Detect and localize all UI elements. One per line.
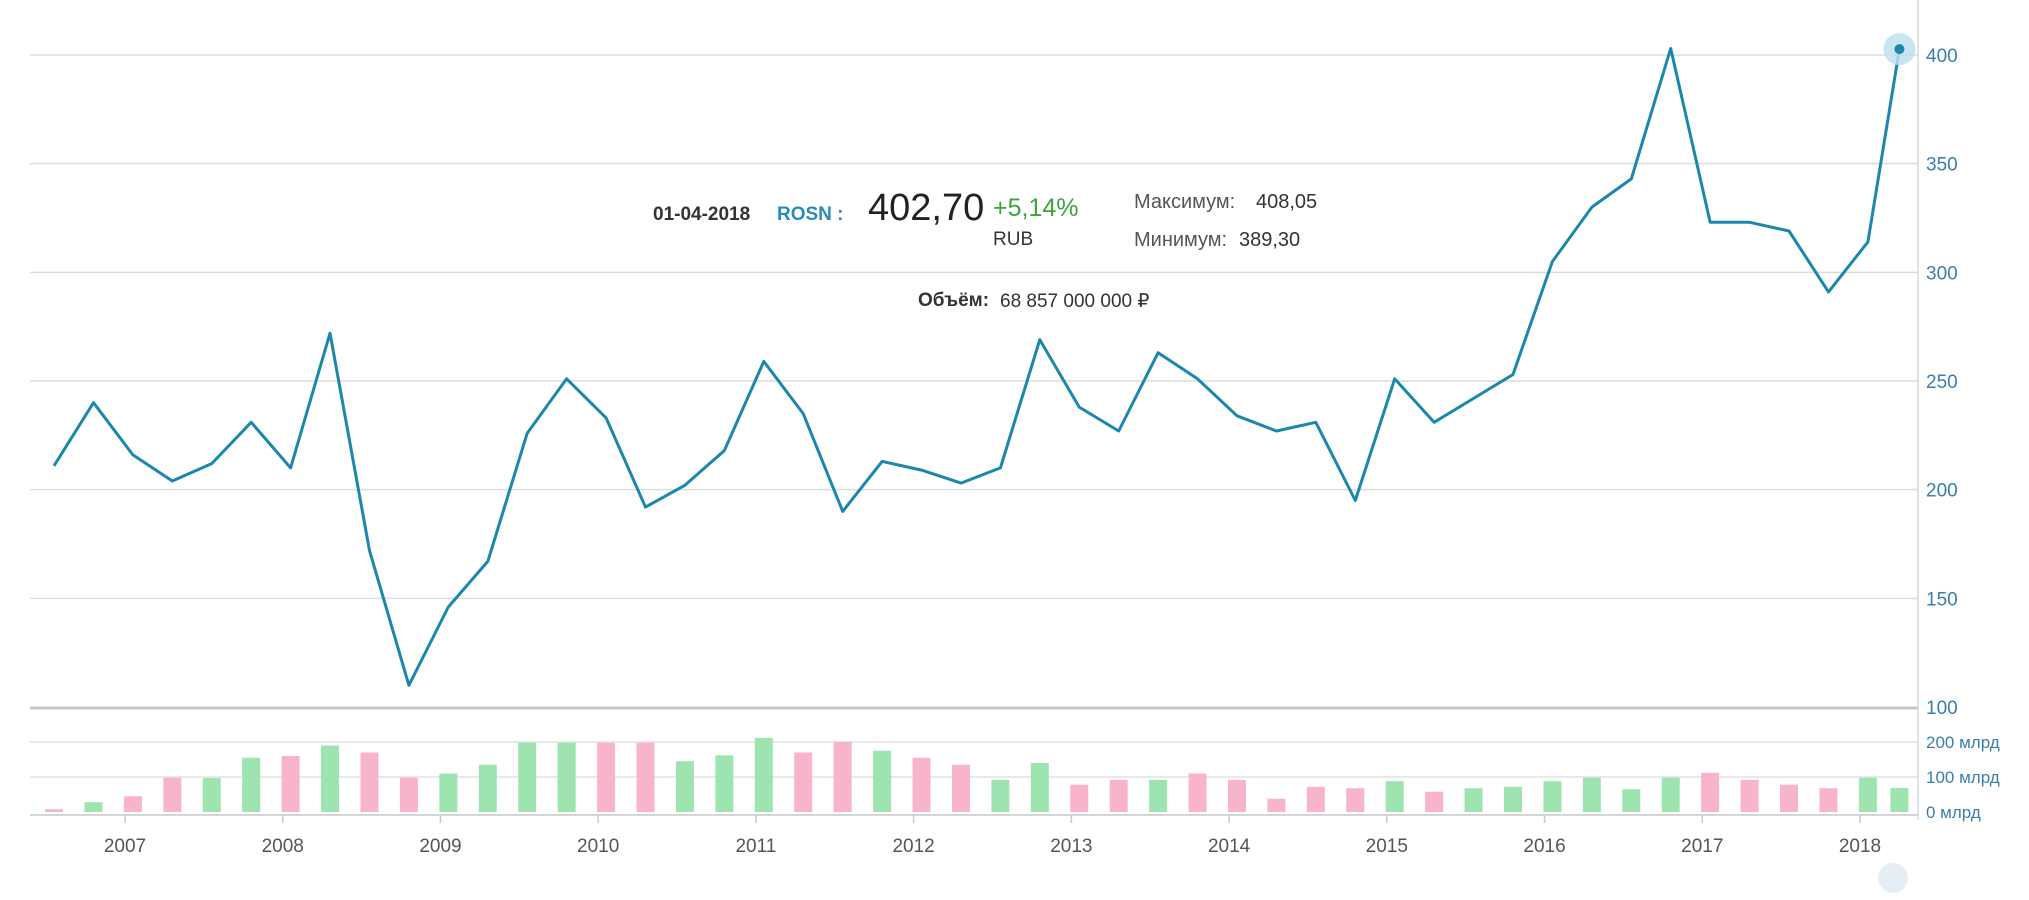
x-axis: 2007 2008 2009 2010 2011 2012 2013 2014 2015 2016… — [104, 815, 1881, 857]
volume-bar — [1385, 781, 1404, 812]
price-y-tick-label: 100 — [1926, 698, 1958, 719]
volume-bar — [45, 809, 64, 812]
volume-bar — [1543, 781, 1562, 812]
volume-bar — [1070, 784, 1089, 812]
tooltip-date: 01-04-2018 — [653, 204, 751, 225]
volume-bar — [912, 757, 931, 812]
volume-bar — [518, 742, 537, 812]
x-tick-label: 2016 — [1523, 836, 1565, 857]
volume-bar — [1425, 791, 1444, 812]
x-tick-label: 2018 — [1839, 836, 1881, 857]
volume-bar — [1227, 779, 1246, 812]
scroll-handle[interactable] — [1878, 863, 1908, 893]
volume-bar — [1858, 777, 1877, 812]
volume-bar — [1464, 788, 1483, 812]
volume-y-axis: 0 млрд 100 млрд 200 млрд — [1926, 733, 2000, 822]
volume-bar — [1582, 777, 1601, 812]
price-points — [51, 45, 1902, 688]
volume-bar — [1149, 779, 1168, 812]
volume-bar — [321, 745, 340, 812]
tooltip-volume-value: 68 857 000 000 ₽ — [1000, 291, 1150, 312]
tooltip: 01-04-2018 ROSN : 402,70 +5,14% RUB Макс… — [650, 182, 1410, 322]
volume-bar — [439, 773, 458, 812]
volume-bar — [1504, 786, 1522, 812]
volume-bar — [557, 742, 576, 812]
volume-bar — [242, 757, 261, 812]
volume-bar — [991, 779, 1010, 812]
volume-bar — [1740, 779, 1759, 812]
price-y-tick-label: 350 — [1926, 155, 1958, 176]
volume-bar — [1109, 779, 1128, 812]
price-y-tick-label: 200 — [1926, 481, 1958, 502]
volume-y-tick-label: 200 млрд — [1926, 733, 2000, 752]
hover-marker-dot — [1894, 44, 1905, 55]
x-tick-label: 2017 — [1681, 836, 1723, 857]
tooltip-change: +5,14% — [993, 194, 1079, 222]
volume-bar — [1701, 772, 1720, 812]
volume-bar — [754, 737, 773, 812]
volume-bar — [163, 777, 182, 812]
price-line — [52, 47, 1901, 687]
x-tick-label: 2011 — [735, 836, 776, 857]
volume-y-tick-label: 0 млрд — [1926, 803, 1981, 822]
x-tick-label: 2007 — [104, 836, 146, 857]
tooltip-price: 402,70 — [868, 187, 985, 229]
tooltip-currency: RUB — [993, 229, 1034, 250]
volume-bar — [1622, 789, 1641, 812]
volume-bar — [1780, 784, 1799, 812]
volume-bar — [399, 777, 418, 812]
x-tick-label: 2012 — [892, 836, 934, 857]
volume-grid — [30, 741, 1918, 778]
volume-bar — [675, 761, 694, 812]
volume-bar — [636, 742, 655, 812]
volume-bar — [1030, 763, 1049, 812]
volume-bar — [951, 764, 970, 812]
x-tick-label: 2014 — [1208, 836, 1251, 857]
price-grid — [30, 54, 1918, 600]
volume-bar — [360, 752, 379, 812]
volume-bar — [1267, 798, 1286, 812]
volume-bar — [1890, 787, 1909, 812]
volume-bar — [794, 752, 813, 812]
tooltip-max-label: Максимум: — [1134, 191, 1236, 213]
volume-bar — [1188, 773, 1207, 812]
x-tick-label: 2015 — [1366, 836, 1408, 857]
tooltip-min-value: 389,30 — [1239, 229, 1301, 251]
price-y-tick-label: 150 — [1926, 589, 1958, 610]
price-y-axis: 100 150 200 250 300 350 400 — [1926, 46, 1958, 719]
tooltip-max-value: 408,05 — [1256, 191, 1318, 213]
x-tick-label: 2013 — [1050, 836, 1092, 857]
volume-bar — [1346, 788, 1365, 812]
volume-bar — [123, 796, 142, 812]
volume-y-tick-label: 100 млрд — [1926, 768, 2000, 787]
tooltip-ticker: ROSN : — [777, 204, 844, 225]
volume-bar — [84, 802, 103, 812]
volume-bar — [1661, 777, 1680, 812]
volume-bar — [1306, 786, 1325, 812]
tooltip-volume-label: Объём: — [918, 290, 990, 311]
x-tick-label: 2010 — [577, 836, 619, 857]
price-y-tick-label: 400 — [1926, 46, 1958, 67]
price-y-tick-label: 250 — [1926, 372, 1958, 393]
price-y-tick-label: 300 — [1926, 263, 1958, 284]
volume-bar — [478, 764, 497, 812]
volume-bar — [715, 755, 734, 812]
volume-bar — [1819, 788, 1838, 812]
volume-bar — [202, 778, 221, 812]
volume-bars — [45, 737, 1909, 812]
volume-bar — [597, 742, 616, 812]
volume-bar — [873, 750, 892, 812]
volume-bar — [281, 756, 300, 812]
x-tick-label: 2008 — [262, 836, 304, 857]
x-tick-label: 2009 — [419, 836, 461, 857]
tooltip-min-label: Минимум: — [1134, 229, 1228, 251]
volume-bar — [833, 742, 852, 812]
